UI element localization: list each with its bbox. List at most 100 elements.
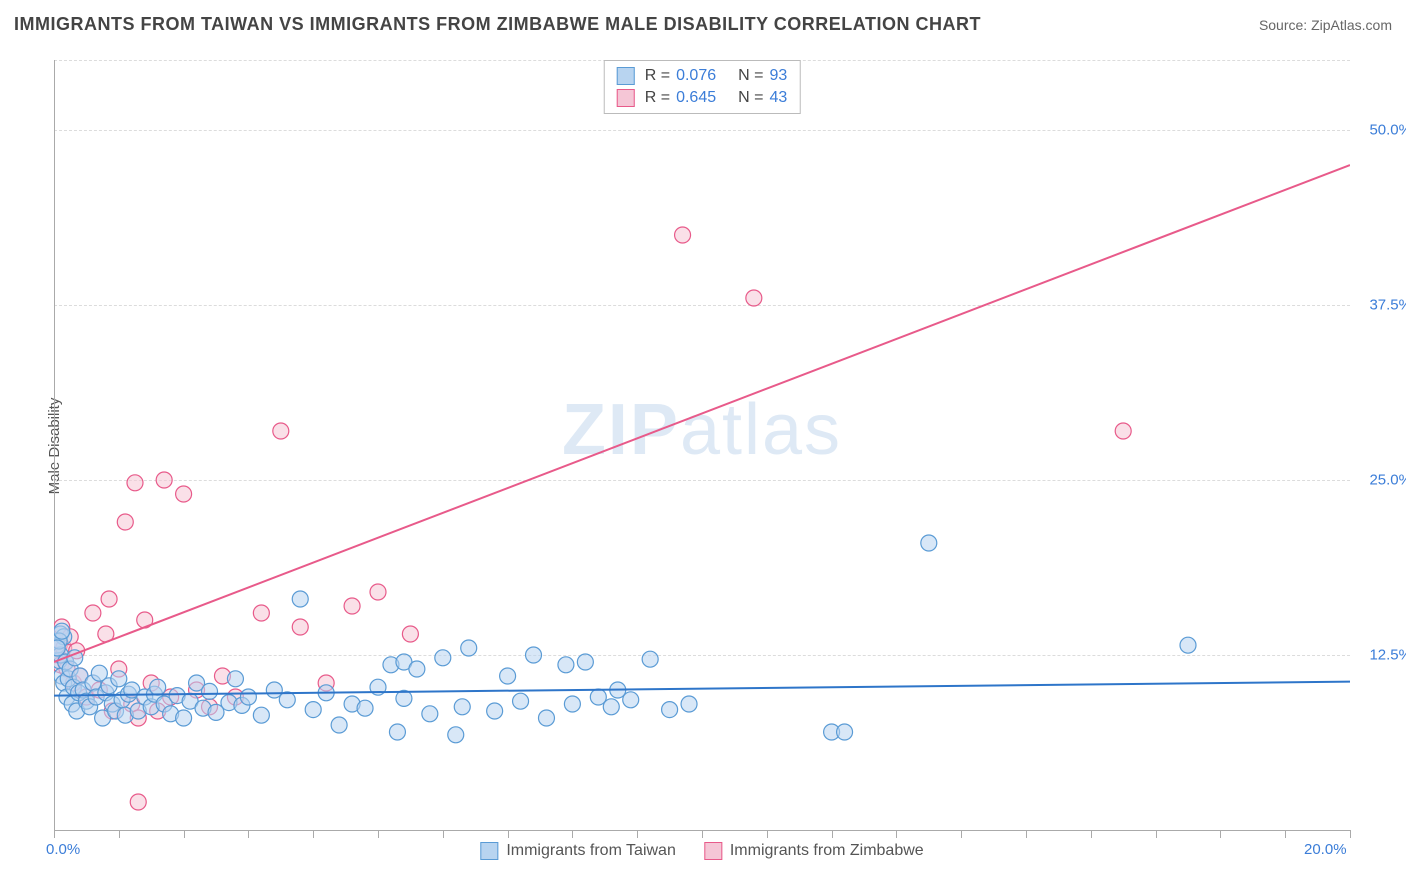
data-point xyxy=(273,423,289,439)
data-point xyxy=(54,640,65,656)
x-tick xyxy=(1026,830,1027,838)
source-prefix: Source: xyxy=(1259,17,1311,33)
data-point xyxy=(577,654,593,670)
x-tick xyxy=(1156,830,1157,838)
data-point xyxy=(837,724,853,740)
data-point xyxy=(402,626,418,642)
data-point xyxy=(202,683,218,699)
data-point xyxy=(623,692,639,708)
legend-series-item-0: Immigrants from Taiwan xyxy=(480,842,676,860)
x-tick xyxy=(54,830,55,838)
data-point xyxy=(746,290,762,306)
data-point xyxy=(85,605,101,621)
legend-n-label-1: N = xyxy=(738,89,763,107)
legend-series: Immigrants from Taiwan Immigrants from Z… xyxy=(480,842,923,860)
x-tick xyxy=(832,830,833,838)
x-tick xyxy=(508,830,509,838)
legend-series-label-0: Immigrants from Taiwan xyxy=(506,842,676,860)
x-tick xyxy=(961,830,962,838)
data-point xyxy=(279,692,295,708)
legend-swatch-taiwan xyxy=(617,67,635,85)
data-point xyxy=(227,671,243,687)
source-value: ZipAtlas.com xyxy=(1311,17,1392,33)
data-point xyxy=(681,696,697,712)
data-point xyxy=(526,647,542,663)
y-tick-label: 12.5% xyxy=(1369,647,1406,664)
data-point xyxy=(448,727,464,743)
chart-container: IMMIGRANTS FROM TAIWAN VS IMMIGRANTS FRO… xyxy=(0,0,1406,892)
plot-area: ZIPatlas R = 0.076 N = 93 R = 0.645 N = … xyxy=(54,60,1350,830)
data-point xyxy=(101,591,117,607)
legend-r-label-0: R = xyxy=(645,67,670,85)
data-point xyxy=(454,699,470,715)
data-point xyxy=(292,619,308,635)
legend-stats-row-0: R = 0.076 N = 93 xyxy=(613,65,792,87)
data-point xyxy=(422,706,438,722)
data-point xyxy=(127,475,143,491)
legend-swatch-zimbabwe xyxy=(617,89,635,107)
legend-series-item-1: Immigrants from Zimbabwe xyxy=(704,842,924,860)
legend-series-label-1: Immigrants from Zimbabwe xyxy=(730,842,924,860)
legend-r-value-0: 0.076 xyxy=(676,67,716,85)
data-point xyxy=(487,703,503,719)
x-tick xyxy=(184,830,185,838)
x-tick xyxy=(248,830,249,838)
data-point xyxy=(435,650,451,666)
x-tick xyxy=(896,830,897,838)
legend-n-value-0: 93 xyxy=(769,67,787,85)
legend-swatch-bottom-zimbabwe xyxy=(704,842,722,860)
data-point xyxy=(357,700,373,716)
data-point xyxy=(662,702,678,718)
data-point xyxy=(130,794,146,810)
data-point xyxy=(305,702,321,718)
data-point xyxy=(675,227,691,243)
x-tick xyxy=(443,830,444,838)
data-point xyxy=(1180,637,1196,653)
x-tick xyxy=(767,830,768,838)
data-point xyxy=(513,693,529,709)
legend-stats: R = 0.076 N = 93 R = 0.645 N = 43 xyxy=(604,60,801,114)
data-point xyxy=(240,689,256,705)
data-point xyxy=(538,710,554,726)
y-tick-label: 50.0% xyxy=(1369,122,1406,139)
data-point xyxy=(292,591,308,607)
x-tick xyxy=(1350,830,1351,838)
legend-r-value-1: 0.645 xyxy=(676,89,716,107)
data-point xyxy=(253,707,269,723)
data-point xyxy=(921,535,937,551)
y-tick-label: 25.0% xyxy=(1369,472,1406,489)
x-tick xyxy=(378,830,379,838)
chart-title: IMMIGRANTS FROM TAIWAN VS IMMIGRANTS FRO… xyxy=(14,14,981,35)
data-point xyxy=(150,679,166,695)
legend-swatch-bottom-taiwan xyxy=(480,842,498,860)
data-point xyxy=(500,668,516,684)
data-point xyxy=(1115,423,1131,439)
x-tick xyxy=(1285,830,1286,838)
data-point xyxy=(558,657,574,673)
data-point xyxy=(409,661,425,677)
x-tick xyxy=(119,830,120,838)
data-point xyxy=(54,623,70,639)
data-point xyxy=(253,605,269,621)
x-tick-label: 0.0% xyxy=(46,841,80,858)
data-point xyxy=(370,584,386,600)
data-point xyxy=(111,671,127,687)
data-point xyxy=(389,724,405,740)
data-point xyxy=(461,640,477,656)
title-bar: IMMIGRANTS FROM TAIWAN VS IMMIGRANTS FRO… xyxy=(14,14,1392,35)
legend-n-value-1: 43 xyxy=(769,89,787,107)
legend-stats-row-1: R = 0.645 N = 43 xyxy=(613,87,792,109)
data-point xyxy=(603,699,619,715)
source-label: Source: ZipAtlas.com xyxy=(1259,17,1392,33)
x-tick xyxy=(313,830,314,838)
x-tick xyxy=(572,830,573,838)
data-point xyxy=(642,651,658,667)
data-point xyxy=(564,696,580,712)
legend-r-label-1: R = xyxy=(645,89,670,107)
legend-n-label-0: N = xyxy=(738,67,763,85)
y-tick-label: 37.5% xyxy=(1369,297,1406,314)
x-tick-label: 20.0% xyxy=(1304,841,1347,858)
data-point xyxy=(331,717,347,733)
x-tick xyxy=(637,830,638,838)
data-point xyxy=(176,710,192,726)
